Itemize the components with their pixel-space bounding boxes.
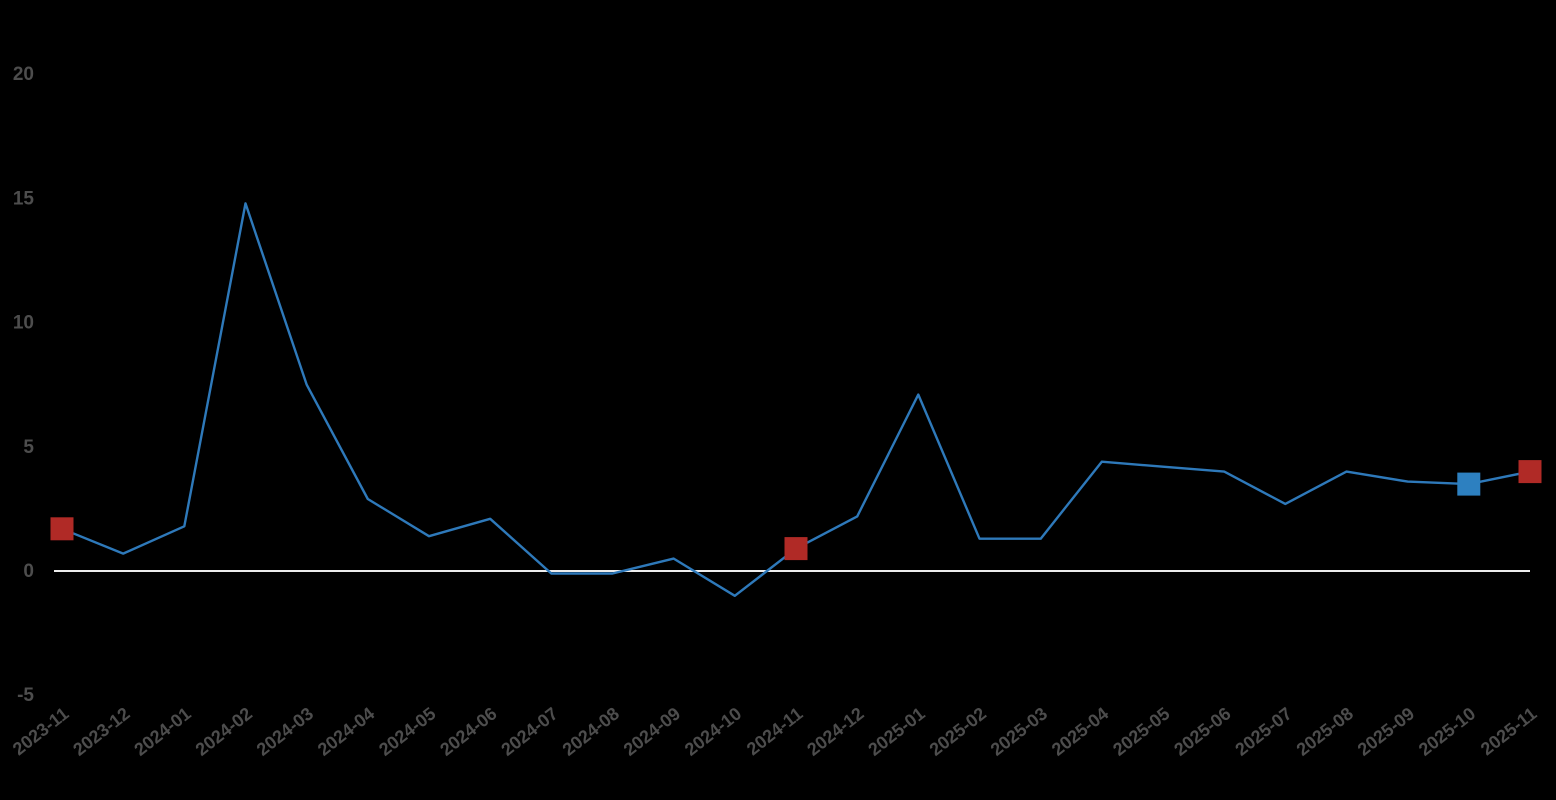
x-tick-label: 2025-09 [1354, 703, 1418, 759]
x-tick-label: 2025-11 [1477, 703, 1541, 759]
x-tick-label: 2025-03 [987, 703, 1051, 759]
x-tick-label: 2024-08 [559, 703, 623, 759]
y-tick-label: 0 [23, 561, 34, 582]
data-point-marker-2025-10 [1457, 472, 1481, 496]
x-tick-label: 2025-06 [1170, 703, 1234, 759]
y-tick-label: -5 [17, 685, 34, 706]
x-tick-label: 2025-05 [1109, 703, 1173, 759]
x-tick-label: 2025-10 [1415, 703, 1479, 759]
data-point-marker-2024-11 [784, 537, 808, 561]
x-tick-label: 2025-04 [1048, 703, 1112, 759]
x-tick-label: 2025-08 [1293, 703, 1357, 759]
x-tick-label: 2024-06 [436, 703, 500, 759]
x-tick-label: 2025-01 [864, 703, 928, 759]
data-point-marker-2023-11 [50, 517, 74, 541]
y-tick-label: 20 [13, 64, 34, 85]
y-tick-label: 15 [13, 188, 35, 209]
x-tick-label: 2024-11 [743, 703, 807, 759]
x-tick-label: 2024-10 [681, 703, 745, 759]
data-series-line [60, 202, 1532, 597]
x-tick-label: 2023-11 [9, 703, 73, 759]
x-tick-label: 2025-07 [1231, 703, 1295, 759]
x-tick-label: 2024-07 [497, 703, 561, 759]
x-tick-label: 2024-03 [253, 703, 317, 759]
x-tick-label: 2024-09 [620, 703, 684, 759]
y-tick-label: 5 [23, 437, 34, 458]
x-tick-label: 2024-02 [192, 703, 256, 759]
y-tick-label: 10 [13, 313, 34, 334]
x-tick-label: 2024-12 [803, 703, 867, 759]
x-tick-label: 2024-05 [375, 703, 439, 759]
x-tick-label: 2024-04 [314, 703, 378, 759]
x-tick-label: 2024-01 [130, 703, 194, 759]
data-point-marker-2025-11 [1518, 460, 1542, 484]
x-tick-label: 2025-02 [926, 703, 990, 759]
x-tick-label: 2023-12 [69, 703, 133, 759]
